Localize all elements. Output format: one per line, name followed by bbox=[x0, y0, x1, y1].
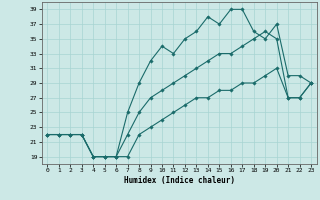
X-axis label: Humidex (Indice chaleur): Humidex (Indice chaleur) bbox=[124, 176, 235, 185]
